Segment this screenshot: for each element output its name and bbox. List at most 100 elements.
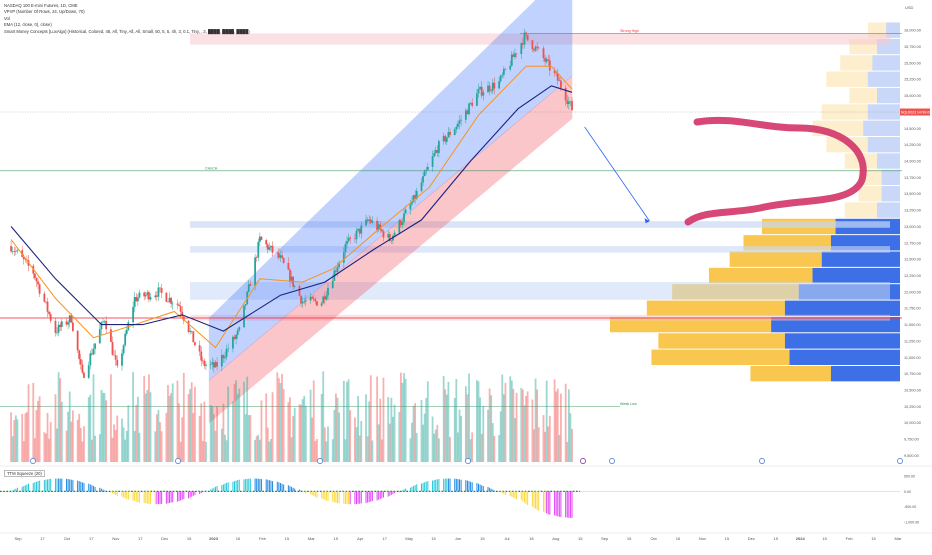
- x-tick-label: Feb: [846, 536, 854, 541]
- candle-body: [268, 247, 271, 250]
- volume-bar: [159, 422, 161, 462]
- volume-bar: [171, 383, 174, 462]
- vp-down-bar: [821, 251, 900, 267]
- x-tick-label: 15: [334, 536, 339, 541]
- candle-body: [287, 262, 290, 270]
- volume-bar: [392, 416, 394, 462]
- y-tick-label: 13,250.00: [904, 209, 921, 213]
- volume-bar: [325, 441, 328, 462]
- vp-up-bar: [708, 267, 813, 284]
- volume-bar: [138, 432, 141, 462]
- volume-bar: [22, 441, 25, 462]
- volume-bar: [91, 439, 93, 462]
- candle-body: [282, 257, 285, 263]
- vp-down-bar: [830, 365, 900, 382]
- volume-bar: [265, 393, 268, 462]
- candle-body: [60, 321, 63, 328]
- volume-bar: [333, 409, 336, 462]
- ttm-label[interactable]: TTM Squeeze (20): [4, 470, 45, 477]
- volume-bar: [355, 427, 358, 462]
- candle-body: [555, 72, 558, 74]
- volume-bar: [480, 433, 483, 462]
- candle-body: [447, 131, 450, 138]
- volume-bar: [59, 378, 62, 462]
- x-tick-label: 15: [285, 536, 290, 541]
- volume-bar: [534, 378, 537, 462]
- candle-body: [159, 287, 161, 289]
- candle-body: [56, 332, 58, 334]
- volume-bar: [33, 438, 36, 462]
- volume-bar: [347, 379, 350, 462]
- volume-bar: [38, 396, 41, 462]
- candle-body: [293, 285, 296, 287]
- candle-body: [116, 359, 119, 366]
- volume-bar: [412, 405, 415, 462]
- x-tick-label: Dec: [161, 536, 168, 541]
- volume-bar: [490, 395, 493, 462]
- candle-body: [515, 53, 518, 55]
- volume-bar: [420, 400, 423, 462]
- candle-body: [57, 324, 60, 333]
- candle-body: [103, 320, 106, 322]
- candle-body: [227, 348, 230, 350]
- x-tick-label: 16: [676, 536, 681, 541]
- candle-body: [213, 362, 215, 368]
- x-tick-label: Oct: [650, 536, 657, 541]
- volume-bar: [249, 415, 252, 462]
- price-zone: [190, 282, 890, 300]
- volume-bar: [338, 412, 340, 462]
- volume-bar: [544, 431, 546, 462]
- y-tick-label: 11,750.00: [904, 307, 921, 311]
- candle-body: [71, 322, 74, 331]
- volume-bar: [342, 380, 345, 462]
- x-tick-label: Apr: [357, 536, 364, 541]
- volume-bar: [537, 427, 540, 462]
- y-tick-label: 10,000.00: [904, 421, 921, 425]
- vp-up-bar: [844, 202, 877, 218]
- candle-body: [460, 119, 462, 121]
- candle-body: [111, 341, 114, 355]
- vp-up-bar: [821, 104, 868, 120]
- indicator-ema[interactable]: EMA (12, close, 0), close): [4, 22, 52, 28]
- volume-bar: [379, 398, 382, 462]
- chart-title[interactable]: NASDAQ 100 E-mini Futures, 1D, CME: [4, 3, 78, 8]
- candle-body: [520, 43, 523, 55]
- volume-bar: [468, 373, 470, 462]
- y-tick-label: 14,000.00: [904, 160, 921, 164]
- candle-body: [501, 74, 504, 76]
- candle-body: [143, 292, 146, 297]
- volume-bar: [71, 410, 74, 462]
- candle-body: [504, 68, 507, 70]
- candle-body: [493, 82, 496, 89]
- volume-bar: [114, 430, 117, 462]
- candle-body: [78, 350, 81, 360]
- vp-up-bar: [858, 186, 882, 202]
- indicator-vpvp[interactable]: VPVP (Number Of Rows, 24, Up/Down, 70): [4, 9, 85, 15]
- volume-bar: [293, 407, 296, 462]
- vp-up-bar: [750, 365, 831, 382]
- event-marker: [759, 458, 765, 464]
- candle-body: [49, 314, 52, 321]
- candle-body: [422, 176, 424, 183]
- volume-bar: [558, 434, 561, 462]
- indicator-smc[interactable]: Smart Money Concepts [LuxAlgo] (Historic…: [4, 28, 250, 34]
- candle-body: [499, 75, 502, 82]
- candle-body: [205, 364, 207, 366]
- volume-bar: [60, 401, 63, 462]
- volume-bar: [434, 429, 437, 462]
- candle-body: [110, 329, 112, 342]
- volume-bar: [116, 415, 119, 462]
- vp-down-bar: [771, 316, 900, 333]
- candle-body: [45, 301, 47, 303]
- volume-bar: [247, 415, 250, 462]
- candle-body: [233, 336, 236, 340]
- volume-bar: [460, 415, 462, 462]
- volume-bar: [298, 404, 301, 462]
- volume-bar: [132, 372, 134, 462]
- indicator-vol[interactable]: Vol: [4, 15, 10, 21]
- x-tick-label: 15: [627, 536, 632, 541]
- volume-bar: [382, 377, 385, 462]
- volume-bar: [335, 393, 337, 462]
- candle-body: [536, 46, 539, 48]
